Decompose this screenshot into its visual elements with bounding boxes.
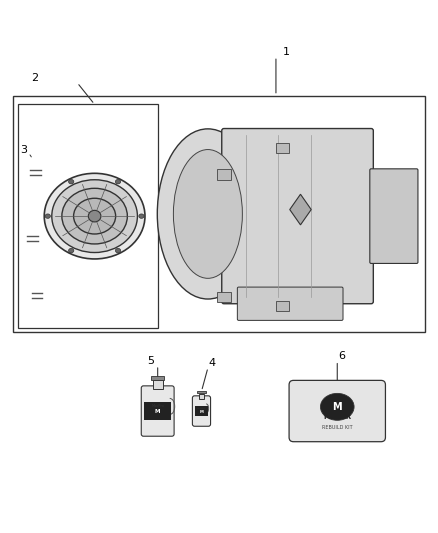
Text: 3: 3 — [21, 146, 28, 156]
Bar — [276, 301, 290, 311]
Bar — [199, 394, 204, 399]
Ellipse shape — [139, 214, 144, 219]
Bar — [197, 391, 206, 393]
Bar — [195, 406, 208, 416]
Ellipse shape — [115, 180, 120, 184]
Text: 5: 5 — [148, 356, 155, 366]
Ellipse shape — [173, 150, 242, 278]
Text: M: M — [200, 409, 203, 414]
Bar — [13, 96, 425, 332]
Text: 6: 6 — [338, 351, 345, 361]
Text: 2: 2 — [32, 73, 39, 83]
Ellipse shape — [69, 180, 74, 184]
Ellipse shape — [321, 393, 354, 421]
Ellipse shape — [62, 188, 127, 244]
Bar — [151, 376, 164, 380]
Text: 1: 1 — [283, 47, 290, 57]
Bar — [217, 169, 230, 180]
Ellipse shape — [88, 211, 101, 222]
Polygon shape — [290, 194, 311, 225]
Text: MaxPro: MaxPro — [151, 404, 164, 408]
FancyBboxPatch shape — [192, 396, 211, 426]
Ellipse shape — [44, 173, 145, 259]
Text: REBUILD KIT: REBUILD KIT — [322, 425, 353, 430]
FancyBboxPatch shape — [370, 169, 418, 263]
Ellipse shape — [69, 248, 74, 253]
Bar — [144, 402, 171, 420]
FancyBboxPatch shape — [141, 386, 174, 436]
FancyBboxPatch shape — [289, 381, 385, 442]
Ellipse shape — [115, 248, 120, 253]
Text: MaxPro: MaxPro — [197, 408, 206, 409]
FancyBboxPatch shape — [222, 128, 373, 304]
Ellipse shape — [74, 198, 116, 234]
Ellipse shape — [157, 129, 258, 299]
Text: M: M — [155, 409, 160, 415]
FancyBboxPatch shape — [237, 287, 343, 320]
Bar — [217, 292, 230, 302]
Ellipse shape — [52, 180, 138, 253]
Text: 4: 4 — [209, 358, 216, 368]
Ellipse shape — [45, 214, 50, 219]
Bar — [153, 379, 162, 389]
Bar — [276, 143, 290, 154]
Text: MOPAR: MOPAR — [323, 414, 351, 421]
Text: M: M — [332, 402, 342, 412]
Bar — [18, 104, 158, 328]
